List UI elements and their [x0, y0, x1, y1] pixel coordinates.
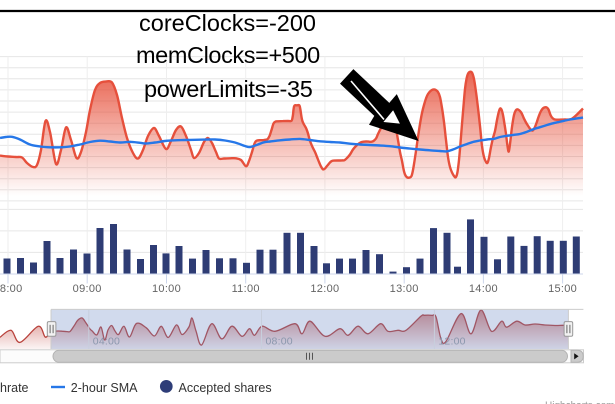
- svg-text:hrate: hrate: [0, 381, 29, 395]
- svg-text:13:00: 13:00: [390, 283, 419, 295]
- svg-text:12:00: 12:00: [438, 336, 465, 348]
- svg-text:04:00: 04:00: [93, 336, 120, 348]
- svg-text:2-hour SMA: 2-hour SMA: [71, 381, 138, 395]
- svg-text:Highcharts.com: Highcharts.com: [545, 401, 614, 404]
- svg-text:09:00: 09:00: [73, 283, 102, 295]
- svg-text:14:00: 14:00: [469, 283, 498, 295]
- svg-text:Accepted shares: Accepted shares: [179, 381, 272, 395]
- svg-text:08:00: 08:00: [266, 336, 293, 348]
- svg-text:10:00: 10:00: [152, 283, 181, 295]
- svg-text:08:00: 08:00: [0, 283, 23, 295]
- svg-text:12:00: 12:00: [310, 283, 339, 295]
- svg-text:15:00: 15:00: [548, 283, 577, 295]
- svg-text:11:00: 11:00: [232, 283, 260, 295]
